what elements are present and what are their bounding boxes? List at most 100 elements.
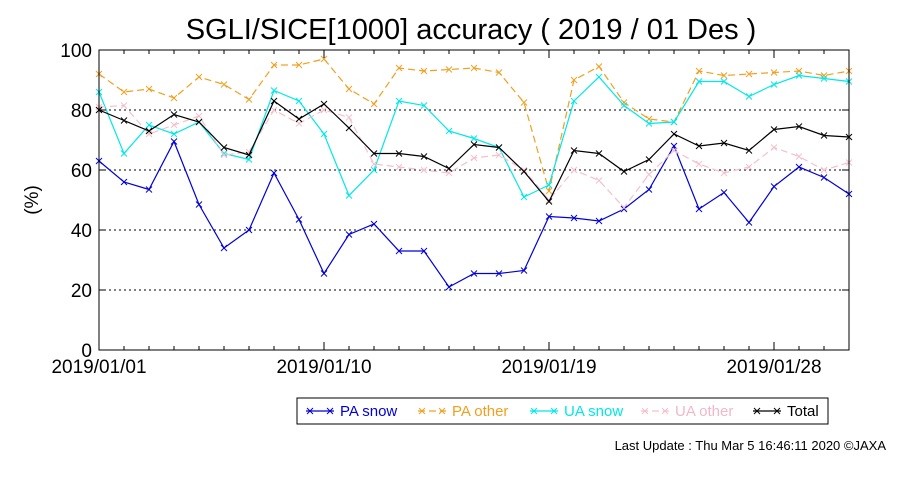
y-tick-label: 20 [71, 281, 92, 302]
data-point-ua-other [120, 102, 128, 109]
data-point-ua-other [595, 177, 603, 184]
legend-item-pa-snow: PA snow [306, 403, 397, 420]
series-total [95, 97, 853, 205]
data-point-pa-other [695, 67, 703, 75]
data-point-total [720, 139, 728, 147]
data-point-pa-other [595, 63, 603, 70]
data-point-pa-snow [770, 183, 778, 190]
data-point-pa-snow [345, 231, 353, 238]
data-point-ua-snow [720, 78, 728, 85]
legend-label: UA other [675, 403, 733, 420]
x-tick-label: 2019/01/10 [276, 357, 371, 378]
data-point-ua-other [820, 166, 828, 174]
series-pa-snow [95, 138, 853, 291]
data-point-pa-snow [270, 169, 278, 177]
data-point-ua-other [770, 144, 778, 151]
data-point-total [195, 118, 203, 126]
data-point-ua-snow [770, 81, 778, 88]
data-point-pa-snow [170, 138, 178, 145]
legend-marker [773, 407, 781, 415]
data-point-pa-snow [420, 247, 428, 255]
x-axis-ticks: 2019/01/01 2019/01/10 2019/01/19 2019/01/28 [51, 50, 850, 378]
data-point-total [520, 168, 528, 175]
series-layer [95, 55, 853, 291]
data-point-ua-other [145, 130, 153, 138]
data-point-pa-snow [645, 186, 653, 193]
data-point-ua-snow [270, 87, 278, 94]
data-point-pa-snow [295, 216, 303, 223]
data-point-pa-snow [595, 217, 603, 225]
data-point-pa-other [820, 72, 828, 79]
chart-title: SGLI/SICE[1000] accuracy ( 2019 / 01 Des… [186, 14, 757, 46]
data-point-ua-other [745, 163, 753, 171]
data-point-ua-other [620, 204, 628, 211]
legend-item-pa-other: PA other [418, 403, 508, 420]
data-point-pa-other [395, 64, 403, 72]
data-point-ua-other [395, 163, 403, 171]
data-point-total [745, 147, 753, 154]
data-point-ua-snow [695, 78, 703, 85]
data-point-ua-snow [745, 93, 753, 100]
data-point-total [595, 150, 603, 157]
series-ua-other [95, 102, 853, 211]
data-point-ua-other [670, 147, 678, 154]
data-point-pa-other [545, 187, 553, 195]
data-point-pa-other [145, 85, 153, 93]
legend-marker [326, 407, 334, 415]
data-point-total [645, 156, 653, 163]
y-tick-label: 80 [71, 101, 92, 122]
data-point-pa-other [120, 88, 128, 96]
series-line-pa-other [98, 58, 850, 192]
series-line-total [98, 100, 850, 203]
data-point-ua-snow [820, 75, 828, 82]
legend-label: PA snow [340, 403, 397, 420]
x-tick-label: 2019/01/19 [501, 357, 596, 378]
data-point-pa-other [170, 94, 178, 102]
data-point-total [145, 127, 153, 135]
data-point-ua-other [720, 169, 728, 177]
series-pa-other [95, 55, 853, 195]
y-axis-ticks: 0 20 40 60 80 100 [60, 41, 849, 362]
data-point-pa-snow [495, 270, 503, 277]
data-point-total [295, 115, 303, 123]
data-point-total [445, 165, 453, 172]
data-point-pa-snow [370, 220, 378, 228]
data-point-total [420, 153, 428, 160]
data-point-pa-other [620, 99, 628, 106]
data-point-ua-other [420, 166, 428, 174]
data-point-pa-snow [145, 186, 153, 193]
data-point-ua-other [195, 112, 203, 120]
data-point-total [545, 198, 553, 205]
y-tick-label: 0 [81, 341, 92, 362]
series-line-pa-snow [98, 140, 850, 288]
data-point-pa-snow [120, 178, 128, 186]
data-point-pa-other [495, 69, 503, 76]
data-point-total [470, 141, 478, 148]
grid-lines [99, 109, 849, 291]
data-point-ua-snow [320, 130, 328, 138]
series-ua-snow [95, 72, 853, 201]
data-point-pa-snow [720, 189, 728, 196]
data-point-ua-snow [420, 102, 428, 109]
data-point-total [245, 151, 253, 159]
data-point-pa-snow [545, 213, 553, 220]
data-point-pa-snow [620, 205, 628, 213]
legend-label: PA other [452, 403, 508, 420]
data-point-total [395, 150, 403, 157]
legend-marker [306, 407, 314, 415]
data-point-ua-other [170, 121, 178, 129]
data-point-ua-other [695, 160, 703, 168]
data-point-ua-other [495, 151, 503, 159]
data-point-ua-snow [670, 118, 678, 126]
data-point-ua-other [470, 154, 478, 162]
data-point-pa-other [320, 55, 328, 63]
data-point-pa-snow [795, 163, 803, 171]
data-point-pa-other [195, 73, 203, 81]
legend-marker [550, 407, 558, 415]
data-point-total [370, 150, 378, 157]
data-point-total [345, 124, 353, 132]
data-point-ua-snow [170, 130, 178, 138]
data-point-ua-other [320, 106, 328, 114]
data-point-ua-snow [395, 97, 403, 105]
data-point-total [695, 142, 703, 150]
